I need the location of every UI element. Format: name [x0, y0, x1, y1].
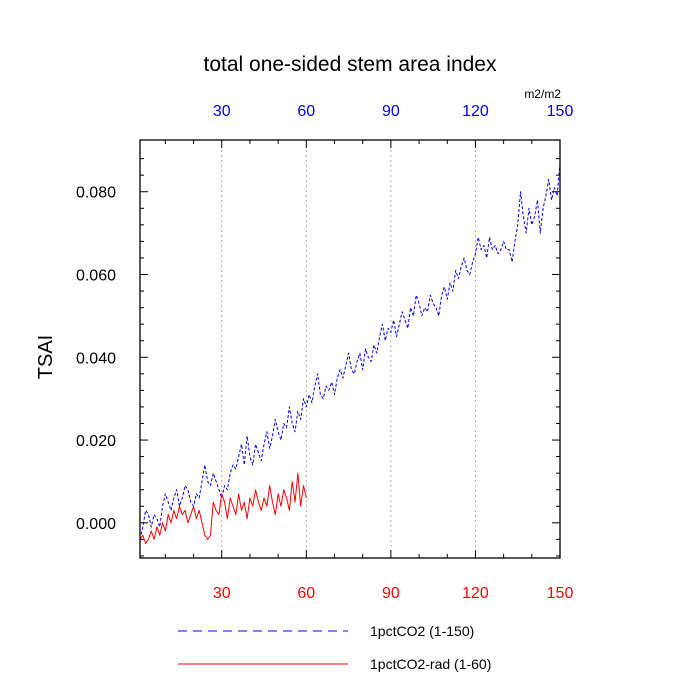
y-tick-label-3: 0.060	[76, 268, 116, 285]
y-tick-label-2: 0.040	[76, 350, 116, 367]
tick-marks	[140, 140, 561, 558]
y-tick-labels: 0.000 0.020 0.040 0.060 0.080	[76, 185, 116, 533]
x-tick-label-top-150: 150	[547, 103, 574, 120]
units-label: m2/m2	[524, 87, 561, 101]
x-tick-label-top-30: 30	[213, 103, 231, 120]
legend: 1pctCO2 (1-150) 1pctCO2-rad (1-60)	[178, 623, 491, 672]
x-tick-label-top-90: 90	[382, 103, 400, 120]
chart-title: total one-sided stem area index	[203, 53, 497, 76]
series-lines	[139, 162, 561, 545]
y-tick-label-4: 0.080	[76, 185, 116, 202]
x-tick-label-bottom-30: 30	[213, 585, 231, 602]
x-tick-labels-bottom: 30 60 90 120 150	[213, 585, 574, 602]
y-tick-label-0: 0.000	[76, 516, 116, 533]
x-tick-label-bottom-90: 90	[382, 585, 400, 602]
x-tick-label-top-120: 120	[462, 103, 489, 120]
x-tick-label-top-60: 60	[297, 103, 315, 120]
y-axis-label: TSAI	[35, 335, 57, 379]
x-tick-label-bottom-120: 120	[462, 585, 489, 602]
x-tick-label-bottom-150: 150	[547, 585, 574, 602]
gridlines	[221, 140, 476, 558]
series-line-0	[139, 162, 561, 540]
legend-label-1pctco2-rad: 1pctCO2-rad (1-60)	[370, 656, 491, 672]
y-tick-label-1: 0.020	[76, 433, 116, 450]
x-tick-label-bottom-60: 60	[297, 585, 315, 602]
x-tick-labels-top: 30 60 90 120 150	[213, 103, 574, 120]
series-line-1	[139, 472, 307, 545]
plot-frame	[139, 139, 561, 559]
legend-label-1pctco2: 1pctCO2 (1-150)	[370, 623, 474, 639]
